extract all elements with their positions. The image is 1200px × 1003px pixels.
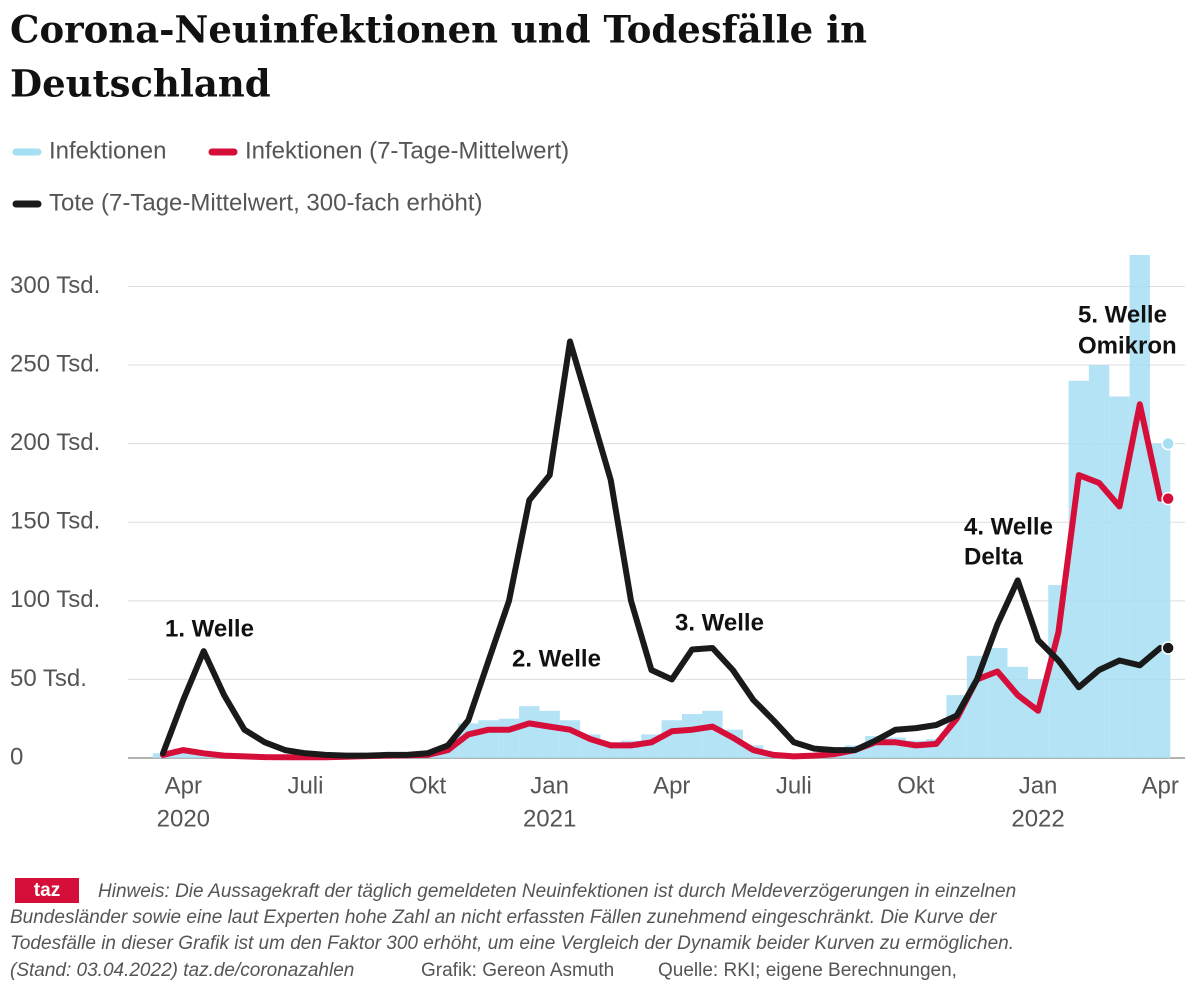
note: Todesfälle in dieser Grafik ist um den F… <box>10 933 1014 954</box>
y-tick-label: 200 Tsd. <box>10 429 100 456</box>
x-year-label: 2020 <box>157 805 210 832</box>
x-tick-label: Juli <box>776 772 812 799</box>
x-tick-label: Jan <box>530 772 569 799</box>
note: Hinweis: Die Aussagekraft der täglich ge… <box>98 881 1016 902</box>
annotation: 3. Welle <box>675 609 764 636</box>
bar <box>1048 585 1069 758</box>
x-tick-label: Apr <box>165 772 202 799</box>
legend-label: Infektionen (7-Tage-Mittelwert) <box>245 137 569 164</box>
plot <box>152 255 1175 761</box>
annotation: 5. Welle <box>1078 301 1167 328</box>
bar <box>966 655 988 758</box>
legend-label: Infektionen <box>49 137 166 164</box>
x-tick-label: Okt <box>409 772 447 799</box>
legend: Infektionen Infektionen (7-Tage-Mittelwer… <box>12 137 569 216</box>
logo-box <box>15 878 79 903</box>
x-tick-label: Juli <box>287 772 323 799</box>
bar <box>1149 443 1171 758</box>
bar <box>539 710 560 758</box>
logo: taz <box>34 880 60 901</box>
annotation: 2. Welle <box>512 645 601 672</box>
annotation: 4. Welle <box>964 513 1053 540</box>
y-tick-label: 50 Tsd. <box>10 665 87 692</box>
end-dot <box>1161 436 1175 451</box>
x-tick-label: Okt <box>897 772 935 799</box>
bar <box>987 647 1008 758</box>
y-tick-label: 250 Tsd. <box>10 350 100 377</box>
x-tick-label: Apr <box>653 772 690 799</box>
bar <box>1109 396 1130 758</box>
bar <box>1088 365 1110 758</box>
bar <box>1129 255 1150 758</box>
y-tick-label: 100 Tsd. <box>10 586 100 613</box>
chart-title: Deutschland <box>10 62 271 106</box>
x-tick-label: Apr <box>1141 772 1178 799</box>
x-year-label: 2021 <box>523 805 576 832</box>
annotation: Omikron <box>1078 332 1177 359</box>
bar <box>173 748 194 758</box>
y-tick-label: 300 Tsd. <box>10 272 100 299</box>
bar <box>1007 666 1028 758</box>
chart-title: Corona-Neuinfektionen und Todesfälle in <box>10 8 867 52</box>
legend-label: Tote (7-Tage-Mittelwert, 300-fach erhöht… <box>49 189 483 216</box>
annotation: Delta <box>964 543 1023 570</box>
line <box>160 338 1164 759</box>
end-dot <box>1161 641 1175 655</box>
x-tick-label: Jan <box>1019 772 1058 799</box>
source: Quelle: RKI; eigene Berechnungen, <box>658 960 957 981</box>
bar <box>702 710 723 758</box>
bar <box>478 720 499 758</box>
stand: (Stand: 03.04.2022) taz.de/coronazahlen <box>10 960 354 981</box>
x-year-label: 2022 <box>1011 805 1064 832</box>
credit: Grafik: Gereon Asmuth <box>421 960 614 981</box>
bar <box>681 713 703 758</box>
y-tick-label: 0 <box>10 743 23 770</box>
y-tick-label: 150 Tsd. <box>10 508 100 535</box>
bar <box>1068 380 1089 758</box>
bar <box>661 720 682 758</box>
bar <box>519 706 540 758</box>
annotation: 1. Welle <box>165 615 254 642</box>
note: Bundesländer sowie eine laut Experten ho… <box>10 907 997 928</box>
end-dot <box>1161 491 1175 506</box>
